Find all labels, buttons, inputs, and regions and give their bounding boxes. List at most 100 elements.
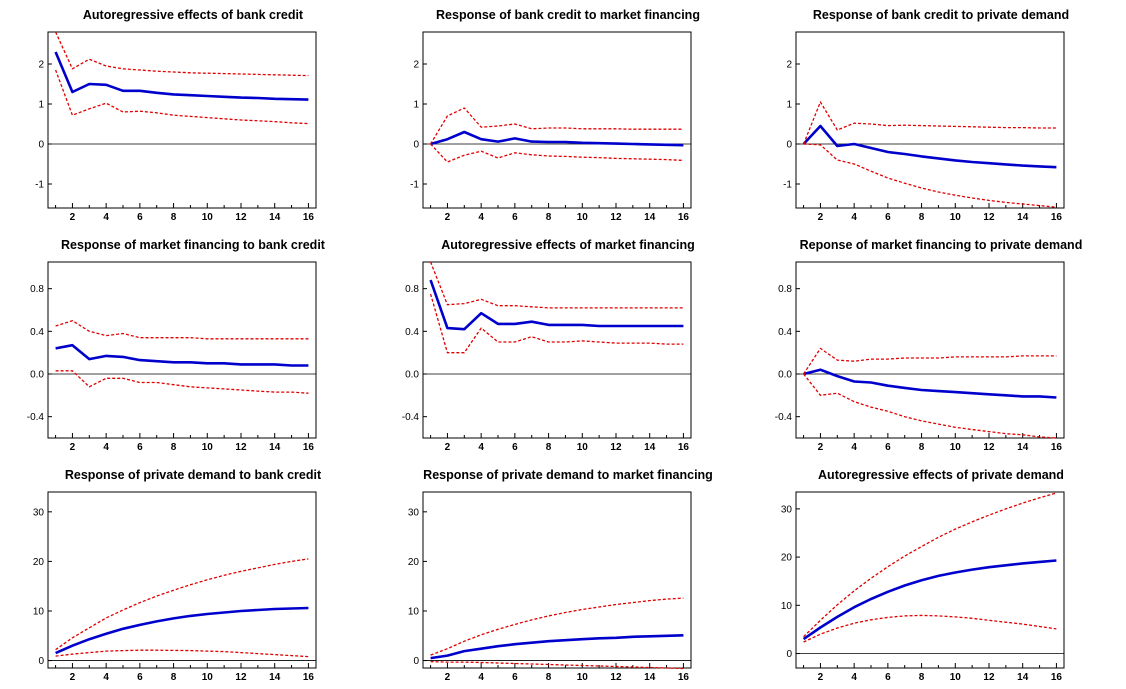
x-tick-label: 8 [171, 212, 177, 223]
confidence-band-line [803, 373, 1057, 439]
chart-title: Reponse of market financing to private d… [799, 238, 1083, 252]
x-tick-label: 16 [678, 442, 690, 453]
x-tick-label: 8 [546, 672, 552, 683]
y-tick-label: 0.0 [405, 370, 419, 381]
x-tick-label: 10 [202, 212, 214, 223]
impulse-response-line [802, 559, 1057, 641]
x-tick-label: 14 [1017, 212, 1029, 223]
x-tick-label: 10 [202, 672, 214, 683]
x-tick-label: 16 [678, 672, 690, 683]
x-tick-label: 16 [1051, 672, 1063, 683]
y-tick-label: 0.8 [405, 284, 419, 295]
y-tick-label: -0.4 [775, 412, 793, 423]
x-tick-label: 8 [171, 442, 177, 453]
impulse-response-line [54, 51, 309, 101]
plot-frame [47, 491, 317, 669]
y-tick-label: 0 [38, 656, 44, 667]
y-tick-label: 20 [33, 557, 45, 568]
irf-panel: Response of bank credit to market financ… [383, 0, 753, 229]
y-tick-label: -1 [35, 180, 44, 191]
chart-title: Autoregressive effects of private demand [818, 468, 1064, 482]
irf-panel: Autoregressive effects of market financi… [383, 230, 753, 459]
y-tick-label: 0.4 [405, 327, 419, 338]
y-tick-label: -0.4 [402, 412, 420, 423]
chart-title: Response of private demand to market fin… [423, 468, 713, 482]
x-tick-label: 14 [644, 442, 656, 453]
x-tick-label: 2 [70, 212, 76, 223]
plot-area: -0.4 0.0 0.4 0.8 2 4 6 8 10 12 14 16 [402, 261, 692, 453]
x-tick-label: 2 [70, 442, 76, 453]
confidence-band-line [430, 660, 684, 670]
y-tick-label: 0 [38, 140, 44, 151]
confidence-band-line [55, 320, 309, 340]
irf-panel: Response of market financing to bank cre… [8, 230, 378, 459]
plot-frame [795, 261, 1065, 439]
x-tick-label: 4 [478, 672, 484, 683]
impulse-response-line [430, 634, 684, 660]
confidence-band-line [55, 558, 309, 651]
plot-area: 0 10 20 30 2 4 6 8 10 12 14 16 [781, 491, 1065, 683]
x-tick-label: 14 [1017, 672, 1029, 683]
y-tick-label: 2 [786, 60, 792, 71]
y-tick-label: 1 [413, 100, 419, 111]
plot-frame [422, 491, 692, 669]
x-tick-label: 16 [678, 212, 690, 223]
x-tick-label: 14 [644, 212, 656, 223]
chart-title: Autoregressive effects of bank credit [82, 8, 304, 22]
chart-title: Response of bank credit to private deman… [812, 8, 1070, 22]
x-tick-label: 12 [235, 442, 247, 453]
x-tick-label: 12 [235, 212, 247, 223]
impulse-response-line [803, 368, 1057, 399]
irf-panel: Reponse of market financing to private d… [756, 230, 1126, 459]
y-tick-label: -1 [410, 180, 419, 191]
x-tick-label: 2 [70, 672, 76, 683]
x-tick-label: 2 [445, 212, 451, 223]
x-tick-label: 4 [851, 442, 857, 453]
x-tick-label: 6 [512, 212, 518, 223]
x-tick-label: 14 [269, 672, 281, 683]
y-tick-label: 0.0 [30, 370, 44, 381]
x-tick-label: 2 [445, 672, 451, 683]
x-tick-label: 6 [137, 672, 143, 683]
y-tick-label: 2 [413, 60, 419, 71]
x-tick-label: 8 [919, 212, 925, 223]
x-tick-label: 4 [478, 212, 484, 223]
irf-panel: Autoregressive effects of bank credit -1 0… [8, 0, 378, 229]
confidence-band-line [430, 597, 684, 656]
confidence-band-line [803, 614, 1057, 643]
y-tick-label: 2 [38, 60, 44, 71]
chart-title: Response of bank credit to market financ… [436, 8, 700, 22]
x-tick-label: 4 [103, 672, 109, 683]
x-tick-label: 6 [512, 672, 518, 683]
plot-area: -0.4 0.0 0.4 0.8 2 4 6 8 10 12 14 16 [27, 261, 317, 453]
x-tick-label: 8 [546, 442, 552, 453]
x-tick-label: 8 [919, 672, 925, 683]
x-tick-label: 6 [137, 442, 143, 453]
y-tick-label: 20 [408, 557, 420, 568]
x-tick-label: 14 [644, 672, 656, 683]
y-tick-label: 0.8 [778, 284, 792, 295]
x-tick-label: 8 [546, 212, 552, 223]
impulse-response-line [429, 279, 684, 331]
x-tick-label: 10 [577, 442, 589, 453]
plot-frame [47, 31, 317, 209]
x-tick-label: 10 [950, 442, 962, 453]
x-tick-label: 2 [818, 212, 824, 223]
x-tick-label: 6 [885, 442, 891, 453]
x-tick-label: 10 [950, 212, 962, 223]
confidence-band-line [54, 69, 309, 125]
confidence-band-line [803, 347, 1057, 375]
y-tick-label: 10 [33, 606, 45, 617]
y-tick-label: 30 [33, 507, 45, 518]
chart-title: Response of market financing to bank cre… [61, 238, 325, 252]
x-tick-label: 2 [818, 442, 824, 453]
y-tick-label: 0 [413, 140, 419, 151]
x-tick-label: 10 [950, 672, 962, 683]
x-tick-label: 12 [983, 442, 995, 453]
plot-frame [47, 261, 317, 439]
x-tick-label: 8 [171, 672, 177, 683]
plot-frame [795, 491, 1065, 669]
y-tick-label: 0 [413, 656, 419, 667]
